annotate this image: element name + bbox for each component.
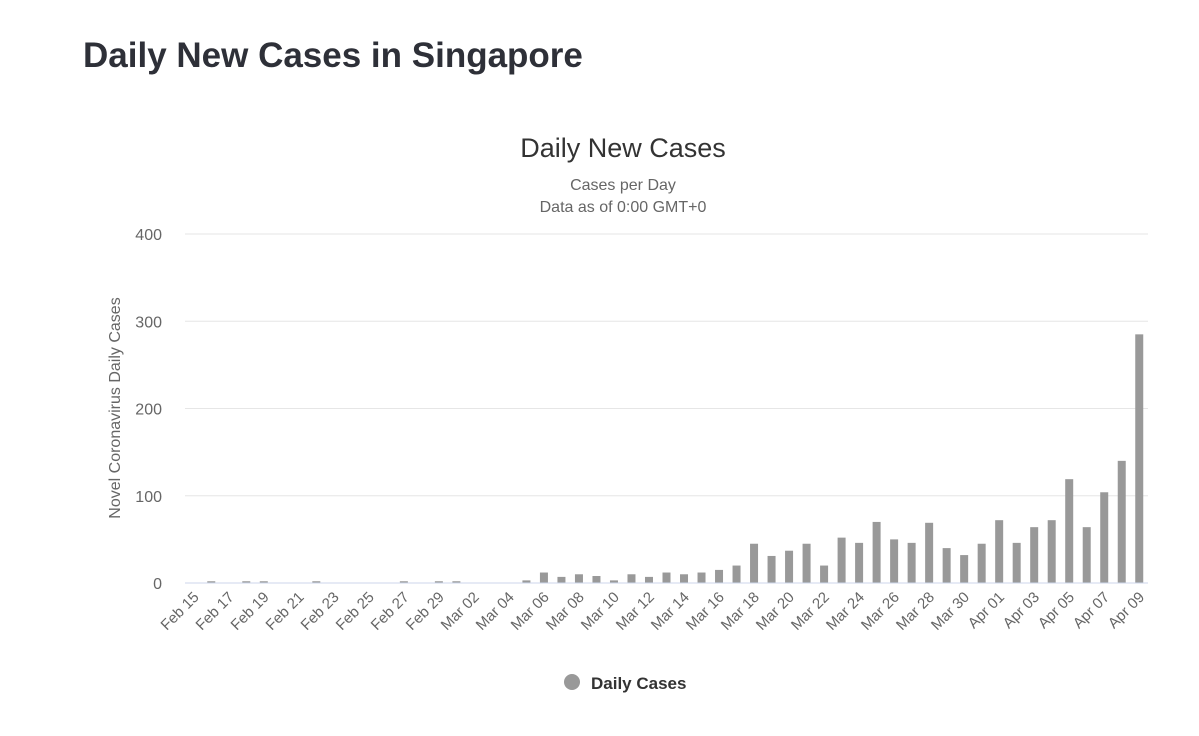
bar[interactable]: [1082, 527, 1091, 583]
gridlines: [185, 233, 1148, 497]
chart-subtitle-line-1: Cases per Day: [570, 177, 676, 194]
x-tick-label: Mar 08: [543, 589, 588, 634]
x-tick-label: Mar 30: [928, 589, 973, 634]
bar[interactable]: [1065, 479, 1074, 583]
x-tick-label: Feb 23: [298, 589, 343, 634]
bar[interactable]: [662, 572, 671, 583]
bar[interactable]: [1100, 492, 1109, 583]
x-tick-label: Mar 24: [823, 589, 868, 634]
chart-subtitle-line-2: Data as of 0:00 GMT+0: [540, 199, 707, 216]
bar[interactable]: [434, 581, 443, 583]
x-tick-label: Feb 21: [263, 589, 308, 634]
bars: [207, 334, 1144, 583]
bar[interactable]: [837, 537, 846, 583]
bar[interactable]: [960, 555, 969, 583]
bar[interactable]: [715, 569, 724, 583]
bar[interactable]: [750, 543, 759, 583]
x-tick-label: Mar 02: [438, 589, 483, 634]
x-tick-label: Apr 01: [965, 589, 1008, 632]
bar[interactable]: [574, 574, 583, 583]
bar[interactable]: [907, 542, 916, 583]
y-axis-label: Novel Coronavirus Daily Cases: [107, 297, 124, 518]
x-tick-label: Apr 07: [1070, 589, 1113, 632]
bar[interactable]: [399, 581, 408, 583]
x-tick-label: Apr 03: [1000, 589, 1043, 632]
bar[interactable]: [592, 576, 601, 583]
x-tick-label: Feb 25: [333, 589, 378, 634]
bar[interactable]: [872, 521, 881, 583]
chart-title: Daily New Cases: [520, 133, 726, 163]
x-tick-label: Feb 15: [158, 589, 203, 634]
bar[interactable]: [697, 572, 706, 583]
x-tick-label: Mar 18: [718, 589, 763, 634]
x-tick-label: Mar 26: [858, 589, 903, 634]
bar[interactable]: [627, 574, 636, 583]
y-tick-label: 0: [153, 576, 162, 593]
bar[interactable]: [785, 550, 794, 583]
x-tick-label: Mar 22: [788, 589, 833, 634]
bar[interactable]: [557, 576, 566, 583]
y-axis-ticks: 0 100 200 300 400: [135, 227, 162, 593]
legend-marker: [564, 674, 580, 690]
x-tick-label: Mar 28: [893, 589, 938, 634]
x-tick-label: Feb 17: [193, 589, 238, 634]
bar[interactable]: [644, 576, 653, 583]
bar[interactable]: [1135, 334, 1144, 583]
x-tick-label: Mar 04: [473, 589, 518, 634]
y-tick-label: 400: [135, 227, 162, 244]
x-tick-label: Apr 05: [1035, 589, 1078, 632]
legend[interactable]: Daily Cases: [564, 674, 686, 693]
bar[interactable]: [942, 548, 951, 583]
x-tick-label: Apr 09: [1105, 589, 1148, 632]
bar[interactable]: [820, 565, 829, 583]
bar[interactable]: [977, 543, 986, 583]
x-tick-label: Mar 16: [683, 589, 728, 634]
bar[interactable]: [855, 542, 864, 583]
bar[interactable]: [609, 580, 618, 583]
bar[interactable]: [207, 581, 216, 583]
bar[interactable]: [925, 522, 934, 583]
bar[interactable]: [802, 543, 811, 583]
bar[interactable]: [680, 574, 689, 583]
bar[interactable]: [1012, 542, 1021, 583]
bar[interactable]: [890, 539, 899, 583]
bar[interactable]: [242, 581, 251, 583]
bar[interactable]: [767, 555, 776, 583]
bar[interactable]: [452, 581, 461, 583]
x-tick-label: Mar 20: [753, 589, 798, 634]
bar[interactable]: [522, 580, 531, 583]
x-tick-label: Mar 06: [508, 589, 553, 634]
y-tick-label: 300: [135, 314, 162, 331]
x-tick-label: Feb 19: [228, 589, 273, 634]
bar[interactable]: [312, 581, 321, 583]
y-tick-label: 100: [135, 489, 162, 506]
x-tick-label: Mar 12: [613, 589, 658, 634]
bar[interactable]: [1030, 527, 1039, 583]
bar[interactable]: [539, 572, 548, 583]
bar[interactable]: [259, 581, 268, 583]
y-tick-label: 200: [135, 402, 162, 419]
bar[interactable]: [1047, 520, 1056, 583]
x-tick-label: Feb 29: [403, 589, 448, 634]
legend-label[interactable]: Daily Cases: [591, 674, 686, 693]
bar[interactable]: [732, 565, 741, 583]
page-title: Daily New Cases in Singapore: [83, 36, 583, 75]
x-tick-label: Mar 10: [578, 589, 623, 634]
bar[interactable]: [995, 520, 1004, 583]
x-tick-label: Mar 14: [648, 589, 693, 634]
x-tick-label: Feb 27: [368, 589, 413, 634]
bar[interactable]: [1117, 460, 1126, 583]
